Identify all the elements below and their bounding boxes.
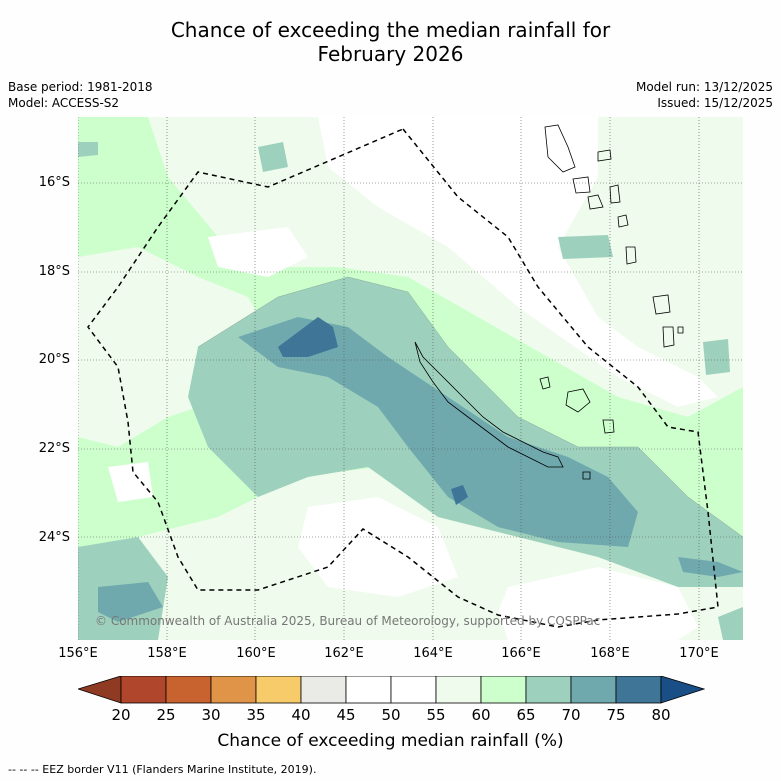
colorbar-segment-45 xyxy=(345,676,392,704)
colorbar-segment-30 xyxy=(210,676,257,704)
contour-75-80 xyxy=(278,317,468,505)
meta-right: Model run: 13/12/2025 Issued: 15/12/2025 xyxy=(636,79,773,111)
colorbar-over-arrow xyxy=(660,676,705,704)
lat-label-20s: 20°S xyxy=(38,352,70,367)
colorbar-label-70: 70 xyxy=(561,706,581,724)
colorbar-label-20: 20 xyxy=(111,706,131,724)
meta-left: Base period: 1981-2018 Model: ACCESS-S2 xyxy=(8,79,153,111)
lon-label-164e: 164°E xyxy=(413,646,453,661)
new-caledonia xyxy=(414,341,564,468)
colorbar-label-45: 45 xyxy=(336,706,356,724)
colorbar-label-75: 75 xyxy=(606,706,626,724)
colorbar-segment-20 xyxy=(120,676,167,704)
colorbar-title: Chance of exceeding median rainfall (%) xyxy=(217,731,564,751)
colorbar-label-35: 35 xyxy=(246,706,266,724)
eez-legend-note: -- -- -- EEZ border V11 (Flanders Marine… xyxy=(8,763,317,776)
base-period: Base period: 1981-2018 xyxy=(8,80,153,94)
colorbar-segment-40 xyxy=(300,676,347,704)
colorbar-label-25: 25 xyxy=(156,706,176,724)
rainfall-map xyxy=(78,117,743,640)
lat-label-22s: 22°S xyxy=(38,441,70,456)
lon-label-158e: 158°E xyxy=(147,646,187,661)
title-line-2: February 2026 xyxy=(317,42,464,66)
colorbar-segment-60 xyxy=(480,676,527,704)
colorbar-segment-35 xyxy=(255,676,302,704)
colorbar xyxy=(78,676,705,704)
lon-label-166e: 166°E xyxy=(501,646,541,661)
contour-edges xyxy=(197,276,743,538)
lat-label-24s: 24°S xyxy=(38,530,70,545)
loyalty-islands xyxy=(539,376,615,480)
contour-70-75 xyxy=(98,317,743,622)
vanuatu xyxy=(544,124,684,348)
colorbar-label-50: 50 xyxy=(381,706,401,724)
lat-label-16s: 16°S xyxy=(38,175,70,190)
colorbar-segment-75 xyxy=(615,676,662,704)
colorbar-segment-25 xyxy=(165,676,212,704)
colorbar-label-40: 40 xyxy=(291,706,311,724)
model-name: Model: ACCESS-S2 xyxy=(8,96,120,110)
lon-label-162e: 162°E xyxy=(324,646,364,661)
colorbar-label-65: 65 xyxy=(516,706,536,724)
contour-50-55 xyxy=(108,117,718,640)
title-line-1: Chance of exceeding the median rainfall … xyxy=(170,18,611,42)
chart-title: Chance of exceeding the median rainfall … xyxy=(0,18,781,66)
colorbar-label-60: 60 xyxy=(471,706,491,724)
lon-label-156e: 156°E xyxy=(58,646,98,661)
issued-date: Issued: 15/12/2025 xyxy=(657,96,773,110)
colorbar-segment-50 xyxy=(390,676,437,704)
lon-label-170e: 170°E xyxy=(679,646,719,661)
colorbar-segment-70 xyxy=(570,676,617,704)
colorbar-segment-55 xyxy=(435,676,482,704)
lat-label-18s: 18°S xyxy=(38,264,70,279)
eez-border xyxy=(87,128,719,628)
graticule xyxy=(78,117,743,640)
lon-label-168e: 168°E xyxy=(590,646,630,661)
colorbar-segment-65 xyxy=(525,676,572,704)
colorbar-label-30: 30 xyxy=(201,706,221,724)
colorbar-label-55: 55 xyxy=(426,706,446,724)
model-run: Model run: 13/12/2025 xyxy=(635,80,773,94)
copyright-text: © Commonwealth of Australia 2025, Bureau… xyxy=(95,614,601,628)
colorbar-under-arrow xyxy=(78,676,122,704)
colorbar-label-80: 80 xyxy=(651,706,671,724)
lon-label-160e: 160°E xyxy=(236,646,276,661)
